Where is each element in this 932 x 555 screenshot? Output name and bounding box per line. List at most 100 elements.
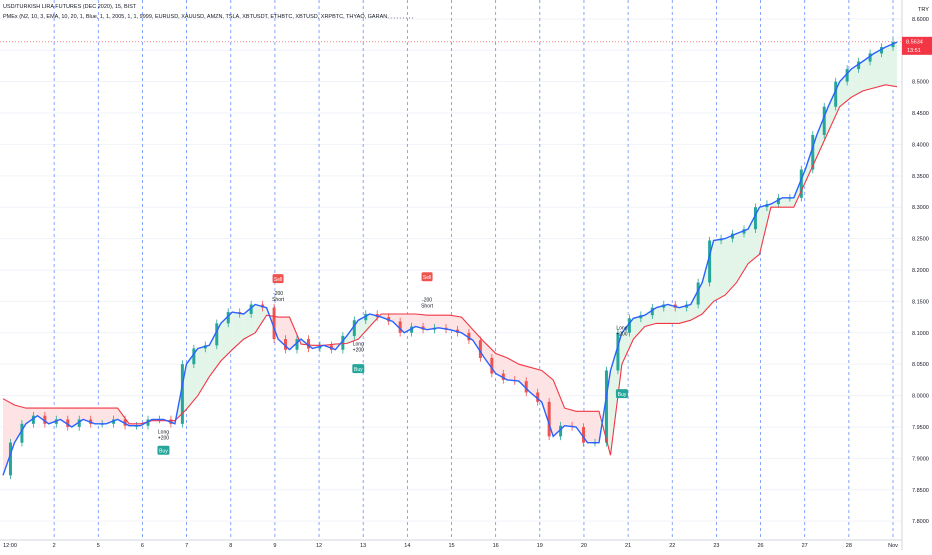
band-segment bbox=[255, 304, 267, 333]
candle-body bbox=[650, 307, 654, 316]
trade-annotation: Short bbox=[421, 303, 434, 309]
band-segment bbox=[495, 353, 508, 380]
candle-body bbox=[192, 348, 196, 365]
candle-body bbox=[295, 339, 299, 350]
last-price-label: 8.5634 bbox=[906, 39, 923, 45]
candle-body bbox=[604, 370, 608, 443]
candle-body bbox=[845, 69, 849, 82]
x-tick-label: 12:00 bbox=[3, 543, 17, 549]
candle-body bbox=[467, 332, 471, 341]
x-tick-label: 7 bbox=[185, 543, 188, 549]
buy-marker bbox=[352, 364, 365, 374]
candle-body bbox=[868, 53, 872, 62]
sell-marker bbox=[272, 274, 284, 284]
y-tick-label: 8.1500 bbox=[912, 299, 929, 305]
trade-annotation: Short bbox=[272, 297, 285, 303]
buy-marker bbox=[157, 445, 170, 455]
x-tick-label: 27 bbox=[802, 543, 808, 549]
trade-annotation: +200 bbox=[158, 435, 169, 441]
y-tick-label: 8.5000 bbox=[912, 80, 929, 86]
band-segment bbox=[828, 81, 840, 132]
y-tick-label: 8.0000 bbox=[912, 394, 929, 400]
candle-body bbox=[215, 323, 219, 346]
grid-lines bbox=[0, 0, 902, 540]
x-tick-label: 15 bbox=[448, 543, 454, 549]
y-tick-label: 7.9000 bbox=[912, 456, 929, 462]
band-segment bbox=[186, 348, 198, 410]
candle-body bbox=[857, 61, 861, 70]
candle-body bbox=[364, 313, 368, 321]
last-price-badge bbox=[902, 36, 932, 55]
band-segment bbox=[220, 312, 233, 362]
y-tick-label: 8.3500 bbox=[912, 174, 929, 180]
candle-body bbox=[77, 419, 81, 427]
candle-body bbox=[31, 415, 35, 424]
y-tick-label: 8.2000 bbox=[912, 268, 929, 274]
series-lines bbox=[2, 41, 898, 476]
buy-marker bbox=[615, 389, 628, 399]
band-segment bbox=[656, 304, 668, 324]
y-tick-label: 8.4000 bbox=[912, 142, 929, 148]
x-tick-label: 6 bbox=[141, 543, 144, 549]
y-tick-label: 8.3000 bbox=[912, 205, 929, 211]
x-tick-label: 20 bbox=[581, 543, 587, 549]
candle-body bbox=[708, 240, 712, 283]
candle-body bbox=[341, 335, 345, 350]
candle-body bbox=[490, 357, 494, 374]
x-tick-label: 28 bbox=[846, 543, 852, 549]
band-segment bbox=[576, 411, 588, 443]
candle-body bbox=[776, 197, 780, 205]
x-tick-label: 14 bbox=[404, 543, 410, 549]
candle-body bbox=[696, 282, 700, 305]
time-axis[interactable]: 12:00 2 5 6 7 8 9 12 13 14 15 16 19 20 21 22 23 26 27 28 Nov bbox=[0, 539, 902, 549]
currency-label: TRY bbox=[918, 7, 929, 13]
band-segment bbox=[874, 47, 886, 88]
band-segment bbox=[736, 229, 748, 283]
trade-annotation: Long bbox=[353, 341, 364, 347]
band-segment bbox=[404, 313, 416, 333]
x-tick-label: 2 bbox=[53, 543, 56, 549]
trade-annotation: -200 bbox=[422, 297, 432, 303]
candle-body bbox=[284, 339, 288, 350]
candle-body bbox=[226, 312, 230, 324]
candle-body bbox=[478, 340, 482, 358]
y-tick-label: 8.6000 bbox=[912, 17, 929, 23]
candle-body bbox=[410, 326, 414, 333]
signal-label: Buy bbox=[618, 392, 627, 398]
trade-annotation: Long bbox=[616, 326, 627, 332]
x-tick-label: 8 bbox=[229, 543, 232, 549]
candle-body bbox=[547, 401, 551, 437]
x-tick-label: 13 bbox=[360, 543, 366, 549]
trade-annotation: +200 bbox=[353, 347, 364, 353]
candle-body bbox=[123, 419, 127, 426]
x-tick-label: 5 bbox=[97, 543, 100, 549]
indicator-legend[interactable]: PMEx (N2, 10, 3, EMA, 10, 20, 1, Blue, 1… bbox=[3, 14, 414, 20]
candle-body bbox=[582, 426, 586, 443]
candle-body bbox=[501, 373, 505, 380]
trade-annotation: Long bbox=[158, 429, 169, 435]
band-segment bbox=[71, 408, 84, 427]
y-tick-label: 7.9500 bbox=[912, 425, 929, 431]
band-segment bbox=[14, 405, 26, 443]
band-segment bbox=[450, 315, 462, 333]
band-segment bbox=[232, 312, 244, 350]
countdown-label: 13:51 bbox=[907, 48, 921, 54]
candle-body bbox=[822, 106, 826, 135]
signal-label: Buy bbox=[354, 367, 363, 373]
trade-annotation: +200 bbox=[616, 332, 627, 338]
y-tick-label: 8.4500 bbox=[912, 111, 929, 117]
band-segment bbox=[713, 238, 726, 302]
band-segment bbox=[782, 197, 794, 208]
x-tick-label: 23 bbox=[713, 543, 719, 549]
band-segment bbox=[851, 61, 863, 98]
symbol-title: USD/TURKISH LIRA FUTURES (DEC 2020), 15,… bbox=[3, 4, 137, 10]
candle-body bbox=[43, 415, 47, 424]
candle-body bbox=[536, 392, 540, 402]
band-segment bbox=[633, 315, 645, 340]
band-segment bbox=[427, 315, 439, 330]
band-segment bbox=[94, 408, 107, 424]
